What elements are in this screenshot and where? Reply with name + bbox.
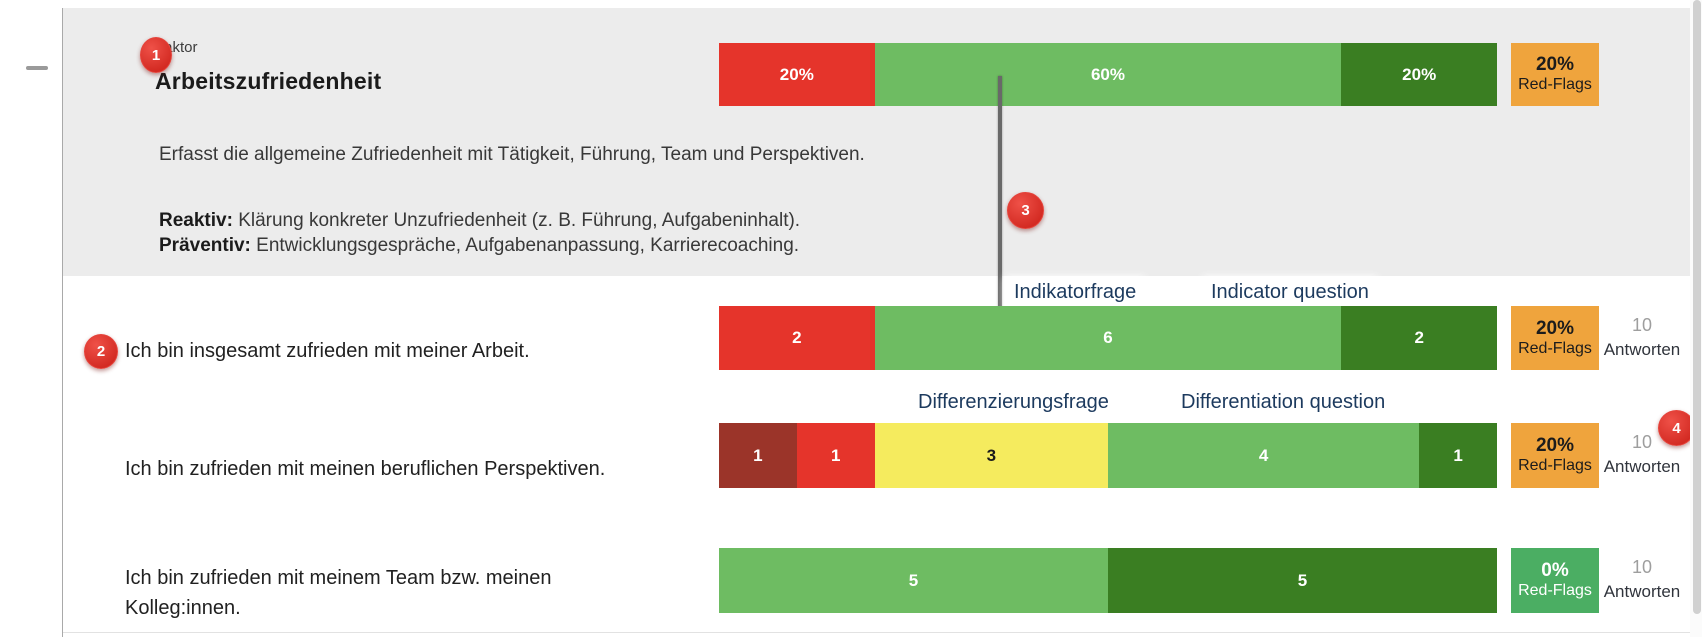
redflags-percent: 20%	[1535, 54, 1575, 76]
annotation-marker-2: 2	[84, 334, 118, 369]
bar-segment-dark_red: 1	[719, 423, 797, 488]
question-text: Ich bin insgesamt zufrieden mit meiner A…	[125, 340, 530, 362]
bar-segment-yellow: 3	[874, 423, 1108, 488]
factor-distribution-bar: 20% 60% 20%	[719, 43, 1497, 106]
bar-segment-red: 1	[796, 423, 875, 488]
section-left-border	[62, 8, 63, 637]
bar-segment-dark_green: 20%	[1341, 43, 1497, 106]
answers-label: Antworten	[1603, 340, 1681, 360]
answers-count-block: 10 Antworten	[1598, 430, 1686, 479]
factor-preventive-line: Präventiv: Entwicklungsgespräche, Aufgab…	[159, 235, 799, 257]
question-redflags-badge: 20% Red-Flags	[1511, 306, 1599, 370]
factor-redflags-badge: 20% Red-Flags	[1511, 43, 1599, 106]
bar-segment-dark_green: 5	[1108, 548, 1497, 613]
next-section-divider	[63, 632, 1690, 633]
reactive-label: Reaktiv:	[159, 210, 233, 231]
bar-segment-red: 20%	[719, 43, 875, 106]
answers-count: 10	[1631, 315, 1653, 335]
scrollbar-thumb[interactable]	[1693, 0, 1701, 614]
preventive-label: Präventiv:	[159, 235, 251, 256]
redflags-label: Red-Flags	[1518, 76, 1592, 94]
answers-count-block: 10 Antworten	[1598, 313, 1686, 362]
collapse-minus-icon[interactable]	[26, 66, 48, 70]
factor-reactive-line: Reaktiv: Klärung konkreter Unzufriedenhe…	[159, 210, 800, 232]
annotation-marker-3: 3	[1007, 192, 1044, 229]
question-text: Ich bin zufrieden mit meinem Team bzw. m…	[125, 567, 552, 619]
annotation-label-indicator-question: Indicator question	[1205, 280, 1375, 307]
answers-count-block: 10 Antworten	[1598, 555, 1686, 604]
annotation-label-indikatorfrage: Indikatorfrage	[1008, 280, 1143, 307]
redflags-percent: 20%	[1535, 317, 1575, 339]
question-redflags-badge-ok: 0% Red-Flags	[1511, 548, 1599, 613]
redflags-label: Red-Flags	[1518, 339, 1592, 357]
answers-count: 10	[1631, 557, 1653, 577]
bar-segment-red: 2	[719, 306, 875, 370]
bar-segment-dark_green: 1	[1419, 423, 1497, 488]
factor-title: Arbeitszufriedenheit	[155, 68, 382, 94]
bar-segment-green: 6	[874, 306, 1342, 370]
reactive-text: Klärung konkreter Unzufriedenheit (z. B.…	[232, 210, 801, 231]
annotation-marker-1: 1	[140, 37, 172, 73]
answers-label: Antworten	[1603, 582, 1681, 602]
bar-segment-green: 60%	[874, 43, 1342, 106]
redflags-label: Red-Flags	[1518, 457, 1592, 475]
annotation-label-differentiation-question: Differentiation question	[1175, 390, 1392, 417]
answers-count: 10	[1631, 432, 1653, 452]
redflags-label: Red-Flags	[1518, 582, 1592, 600]
annotation-label-differenzierungsfrage: Differenzierungsfrage	[912, 390, 1115, 417]
bar-segment-green: 5	[719, 548, 1108, 613]
bar-segment-green: 4	[1108, 423, 1420, 488]
question-text: Ich bin zufrieden mit meinen beruflichen…	[125, 458, 606, 480]
bar-segment-dark_green: 2	[1341, 306, 1497, 370]
redflags-percent: 20%	[1535, 435, 1575, 457]
factor-description: Erfasst die allgemeine Zufriedenheit mit…	[159, 144, 865, 165]
answers-label: Antworten	[1603, 457, 1681, 477]
annotation-pointer-line	[998, 76, 1002, 323]
question-redflags-badge: 20% Red-Flags	[1511, 423, 1599, 488]
preventive-text: Entwicklungsgespräche, Aufgabenanpassung…	[250, 235, 800, 256]
redflags-percent: 0%	[1541, 560, 1569, 582]
